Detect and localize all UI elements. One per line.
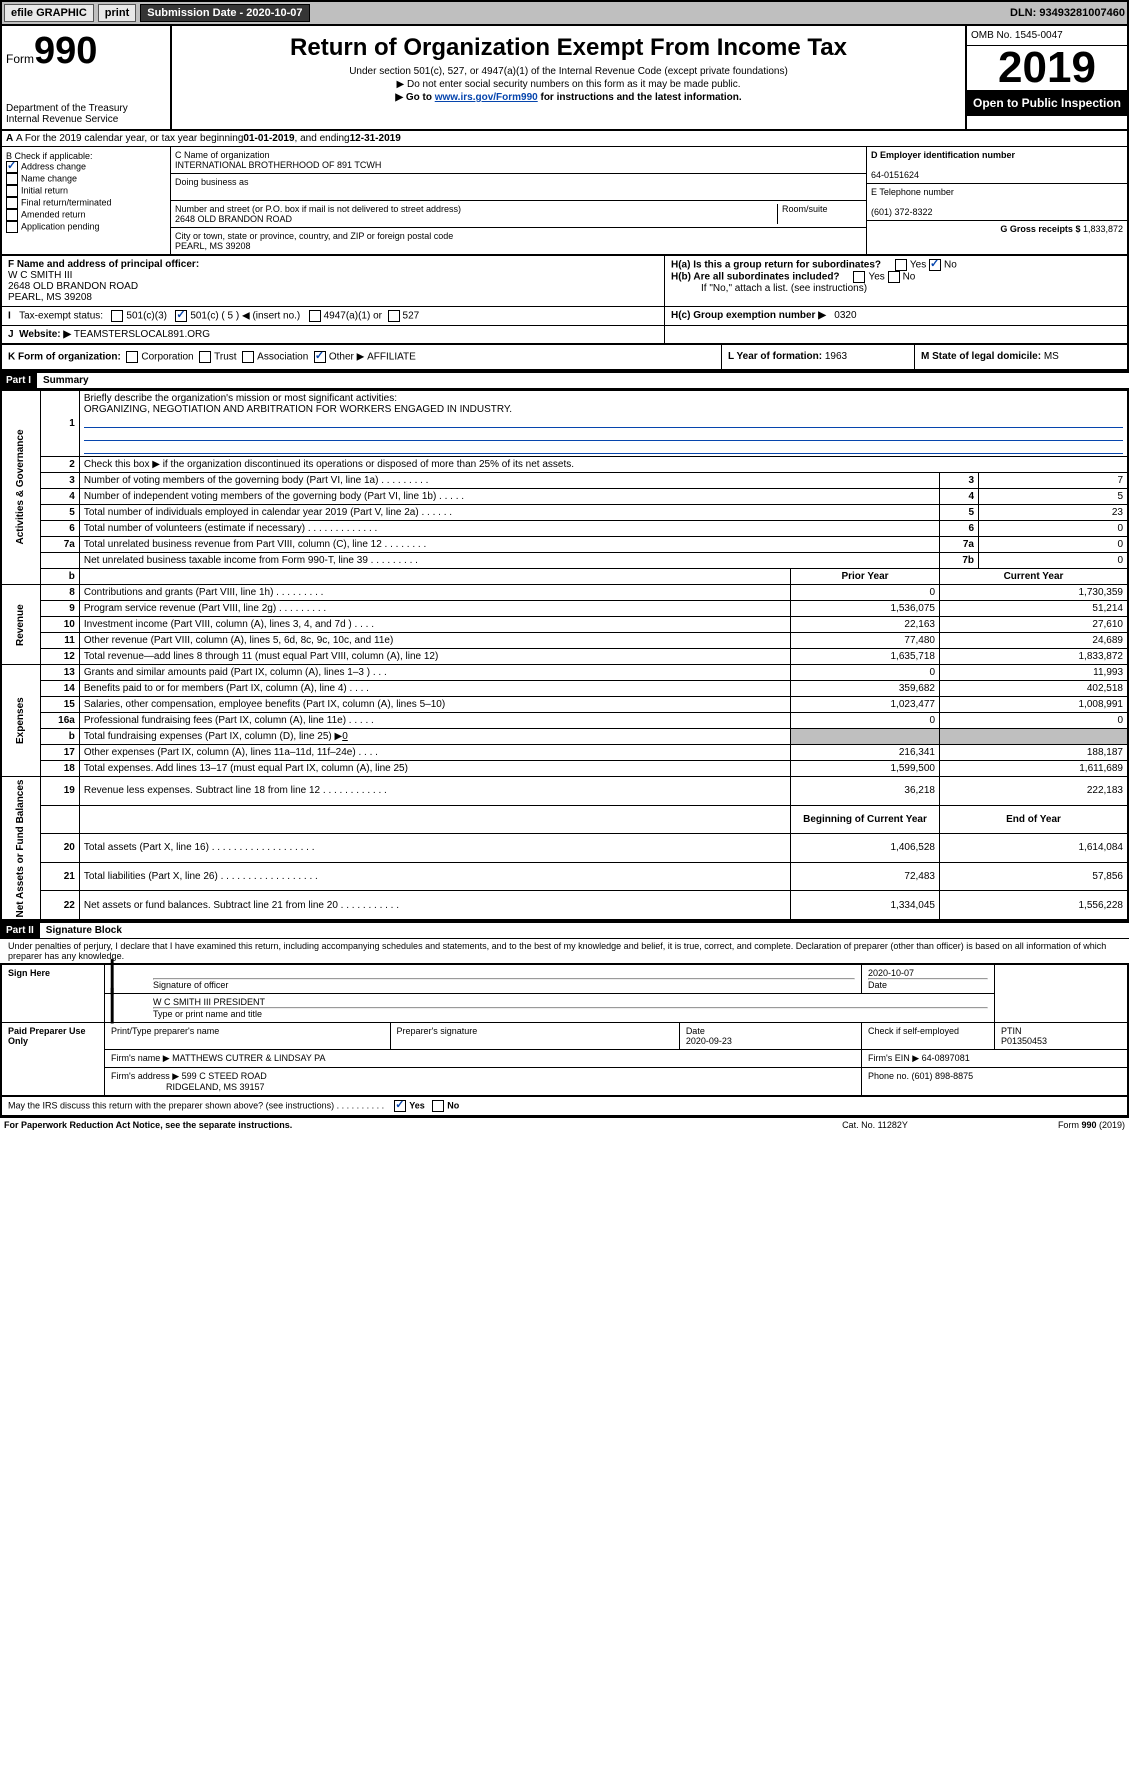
col-d: D Employer identification number64-01516… bbox=[867, 147, 1127, 254]
tax-year: 2019 bbox=[967, 46, 1127, 90]
initial-return-check[interactable] bbox=[6, 185, 18, 197]
print-btn[interactable]: print bbox=[98, 4, 136, 22]
row-k: K Form of organization: Corporation Trus… bbox=[0, 345, 1129, 371]
dln: DLN: 93493281007460 bbox=[1010, 7, 1125, 19]
paid-preparer: Paid Preparer Use Only bbox=[1, 1023, 105, 1097]
open-inspection: Open to Public Inspection bbox=[967, 90, 1127, 116]
discuss-yes[interactable] bbox=[394, 1100, 406, 1112]
subtitle-3: ▶ Go to www.irs.gov/Form990 for instruct… bbox=[176, 92, 961, 103]
ha-no-check[interactable] bbox=[929, 259, 941, 271]
discuss-no[interactable] bbox=[432, 1100, 444, 1112]
side-na: Net Assets or Fund Balances bbox=[1, 777, 40, 921]
col-c: C Name of organizationINTERNATIONAL BROT… bbox=[171, 147, 867, 254]
hb-yes-check[interactable] bbox=[853, 271, 865, 283]
trust-check[interactable] bbox=[199, 351, 211, 363]
form990-link[interactable]: www.irs.gov/Form990 bbox=[435, 92, 538, 103]
corp-check[interactable] bbox=[126, 351, 138, 363]
assoc-check[interactable] bbox=[242, 351, 254, 363]
amended-check[interactable] bbox=[6, 209, 18, 221]
hb-no-check[interactable] bbox=[888, 271, 900, 283]
sign-table: Sign Here ▏ Signature of officer 2020-10… bbox=[0, 963, 1129, 1097]
527-check[interactable] bbox=[388, 310, 400, 322]
sign-here: Sign Here bbox=[1, 964, 105, 1023]
final-return-check[interactable] bbox=[6, 197, 18, 209]
name-change-check[interactable] bbox=[6, 173, 18, 185]
ha-yes-check[interactable] bbox=[895, 259, 907, 271]
side-exp: Expenses bbox=[1, 665, 40, 777]
row-j: J Website: ▶ TEAMSTERSLOCAL891.ORG bbox=[0, 326, 1129, 345]
other-check[interactable] bbox=[314, 351, 326, 363]
form-header: Form990 Department of the Treasury Inter… bbox=[0, 26, 1129, 131]
efile-btn[interactable]: efile GRAPHIC bbox=[4, 4, 94, 22]
side-ag: Activities & Governance bbox=[1, 390, 40, 585]
discuss-row: May the IRS discuss this return with the… bbox=[0, 1097, 1129, 1117]
topbar: efile GRAPHIC print Submission Date - 20… bbox=[0, 0, 1129, 26]
side-rev: Revenue bbox=[1, 585, 40, 665]
row-i-hc: I Tax-exempt status: 501(c)(3) 501(c) ( … bbox=[0, 307, 1129, 326]
section-bcd: B Check if applicable: Address change Na… bbox=[0, 147, 1129, 256]
form-word: Form bbox=[6, 52, 34, 66]
dept: Department of the Treasury Internal Reve… bbox=[6, 103, 166, 125]
subdate-btn: Submission Date - 2020-10-07 bbox=[140, 4, 309, 22]
page-title: Return of Organization Exempt From Incom… bbox=[176, 34, 961, 62]
address-change-check[interactable] bbox=[6, 161, 18, 173]
part1-head: Part ISummary bbox=[0, 371, 1129, 389]
4947-check[interactable] bbox=[309, 310, 321, 322]
part2-head: Part IISignature Block bbox=[0, 921, 1129, 939]
row-a: A A For the 2019 calendar year, or tax y… bbox=[0, 131, 1129, 147]
501c-check[interactable] bbox=[175, 310, 187, 322]
501c3-check[interactable] bbox=[111, 310, 123, 322]
form-no: 990 bbox=[34, 30, 97, 72]
row-f-h: F Name and address of principal officer:… bbox=[0, 256, 1129, 307]
declaration: Under penalties of perjury, I declare th… bbox=[0, 939, 1129, 963]
app-pending-check[interactable] bbox=[6, 221, 18, 233]
subtitle-2: ▶ Do not enter social security numbers o… bbox=[176, 79, 961, 90]
col-b: B Check if applicable: Address change Na… bbox=[2, 147, 171, 254]
subtitle-1: Under section 501(c), 527, or 4947(a)(1)… bbox=[176, 66, 961, 77]
summary-table: Activities & Governance 1 Briefly descri… bbox=[0, 389, 1129, 921]
footer: For Paperwork Reduction Act Notice, see … bbox=[0, 1117, 1129, 1132]
